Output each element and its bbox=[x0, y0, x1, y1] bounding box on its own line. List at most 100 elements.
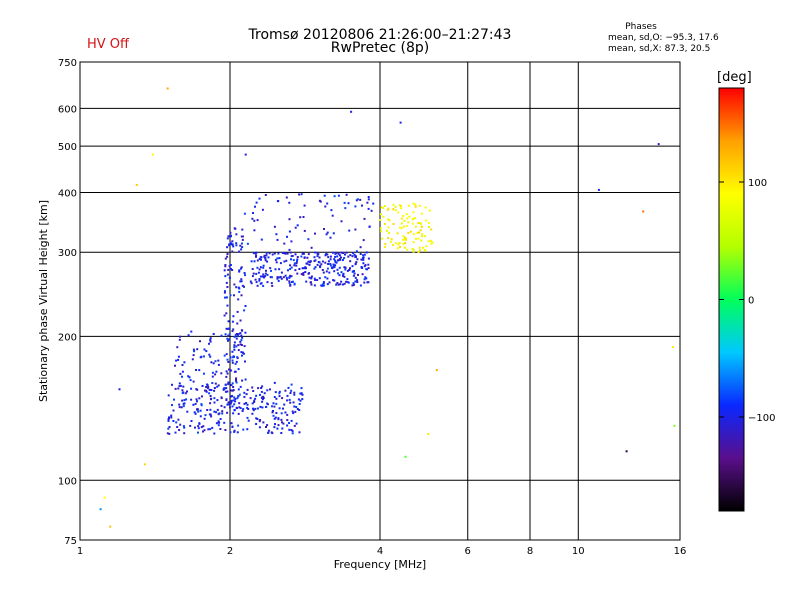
echo-point bbox=[231, 330, 234, 333]
echo-point bbox=[99, 508, 102, 511]
echo-point bbox=[232, 399, 235, 402]
chart-subtitle: RwPretec (8p) bbox=[330, 40, 430, 56]
echo-point bbox=[229, 402, 232, 405]
echo-point bbox=[409, 230, 412, 233]
echo-point bbox=[360, 258, 363, 261]
echo-point bbox=[394, 205, 397, 208]
echo-point bbox=[286, 235, 288, 238]
echo-point bbox=[227, 268, 230, 271]
echo-point bbox=[213, 387, 216, 389]
echo-point bbox=[284, 411, 287, 414]
x-tick-label: 4 bbox=[377, 546, 383, 557]
echo-point bbox=[235, 337, 238, 340]
echo-point bbox=[281, 252, 284, 254]
echo-point bbox=[332, 265, 335, 268]
echo-point bbox=[203, 355, 205, 358]
echo-point bbox=[166, 87, 169, 90]
echo-point bbox=[227, 360, 230, 363]
echo-point bbox=[230, 267, 232, 270]
echo-point bbox=[243, 212, 246, 215]
echo-point bbox=[408, 215, 411, 218]
echo-point bbox=[175, 359, 178, 362]
echo-point bbox=[238, 393, 241, 396]
echo-point bbox=[267, 256, 270, 259]
echo-point bbox=[286, 399, 289, 402]
colorbar-title: [deg] bbox=[717, 70, 752, 85]
echo-point bbox=[233, 283, 236, 286]
echo-point bbox=[397, 211, 400, 214]
echo-point bbox=[241, 410, 244, 412]
echo-point bbox=[230, 399, 233, 402]
echo-point bbox=[217, 359, 220, 362]
echo-point bbox=[302, 272, 305, 274]
echo-point bbox=[271, 405, 273, 408]
echo-point bbox=[327, 263, 330, 265]
echo-point bbox=[183, 432, 186, 435]
echo-point bbox=[209, 338, 212, 341]
echo-point bbox=[286, 394, 289, 397]
echo-point bbox=[258, 197, 261, 200]
echo-point bbox=[336, 255, 339, 258]
echo-point bbox=[364, 264, 367, 267]
echo-point bbox=[227, 327, 230, 330]
echo-point bbox=[244, 378, 247, 381]
echo-point bbox=[276, 276, 279, 279]
echo-point bbox=[174, 387, 177, 390]
echo-point bbox=[280, 432, 283, 434]
echo-point bbox=[288, 276, 291, 278]
echo-point bbox=[247, 408, 250, 410]
echo-point bbox=[170, 416, 173, 419]
echo-point bbox=[280, 277, 283, 280]
echo-point bbox=[183, 361, 186, 364]
echo-point bbox=[338, 274, 341, 277]
echo-point bbox=[185, 398, 188, 401]
phase-stats-x: mean, sd,X: 87.3, 20.5 bbox=[608, 44, 711, 54]
echo-point bbox=[260, 390, 263, 393]
echo-point bbox=[272, 402, 275, 405]
echo-point bbox=[427, 240, 430, 243]
echo-point bbox=[233, 409, 236, 412]
echo-point bbox=[199, 340, 201, 343]
echo-point bbox=[407, 221, 410, 224]
echo-point bbox=[240, 339, 243, 342]
echo-point bbox=[261, 406, 264, 409]
echo-point bbox=[235, 242, 238, 245]
echo-point bbox=[259, 275, 262, 278]
echo-point bbox=[306, 256, 309, 259]
echo-point bbox=[342, 274, 345, 277]
echo-point bbox=[240, 334, 243, 337]
echo-point bbox=[187, 375, 190, 378]
echo-point bbox=[246, 403, 249, 406]
echo-point bbox=[229, 356, 232, 359]
echo-point bbox=[178, 338, 181, 341]
echo-point bbox=[287, 269, 289, 272]
echo-point bbox=[288, 428, 291, 431]
echo-point bbox=[264, 259, 267, 262]
echo-point bbox=[210, 415, 213, 418]
echo-point bbox=[224, 296, 226, 299]
echo-point bbox=[247, 419, 250, 422]
echo-point bbox=[193, 411, 196, 414]
echo-point bbox=[258, 278, 261, 280]
echo-point bbox=[325, 270, 328, 273]
echo-point bbox=[227, 383, 230, 386]
echo-point bbox=[230, 384, 233, 387]
echo-point bbox=[266, 273, 269, 276]
echo-point bbox=[296, 408, 299, 410]
echo-point bbox=[215, 411, 218, 414]
echo-point bbox=[246, 388, 249, 391]
echo-point bbox=[361, 204, 363, 207]
echo-point bbox=[274, 268, 277, 271]
echo-point bbox=[202, 430, 204, 433]
echo-point bbox=[271, 284, 274, 287]
echo-point bbox=[256, 407, 259, 410]
echo-point bbox=[224, 333, 227, 336]
echo-point bbox=[425, 245, 428, 248]
echo-point bbox=[206, 409, 209, 411]
echo-point bbox=[243, 272, 246, 274]
echo-point bbox=[175, 421, 178, 424]
echo-point bbox=[329, 255, 332, 258]
echo-point bbox=[201, 395, 203, 398]
echo-point bbox=[258, 279, 261, 282]
